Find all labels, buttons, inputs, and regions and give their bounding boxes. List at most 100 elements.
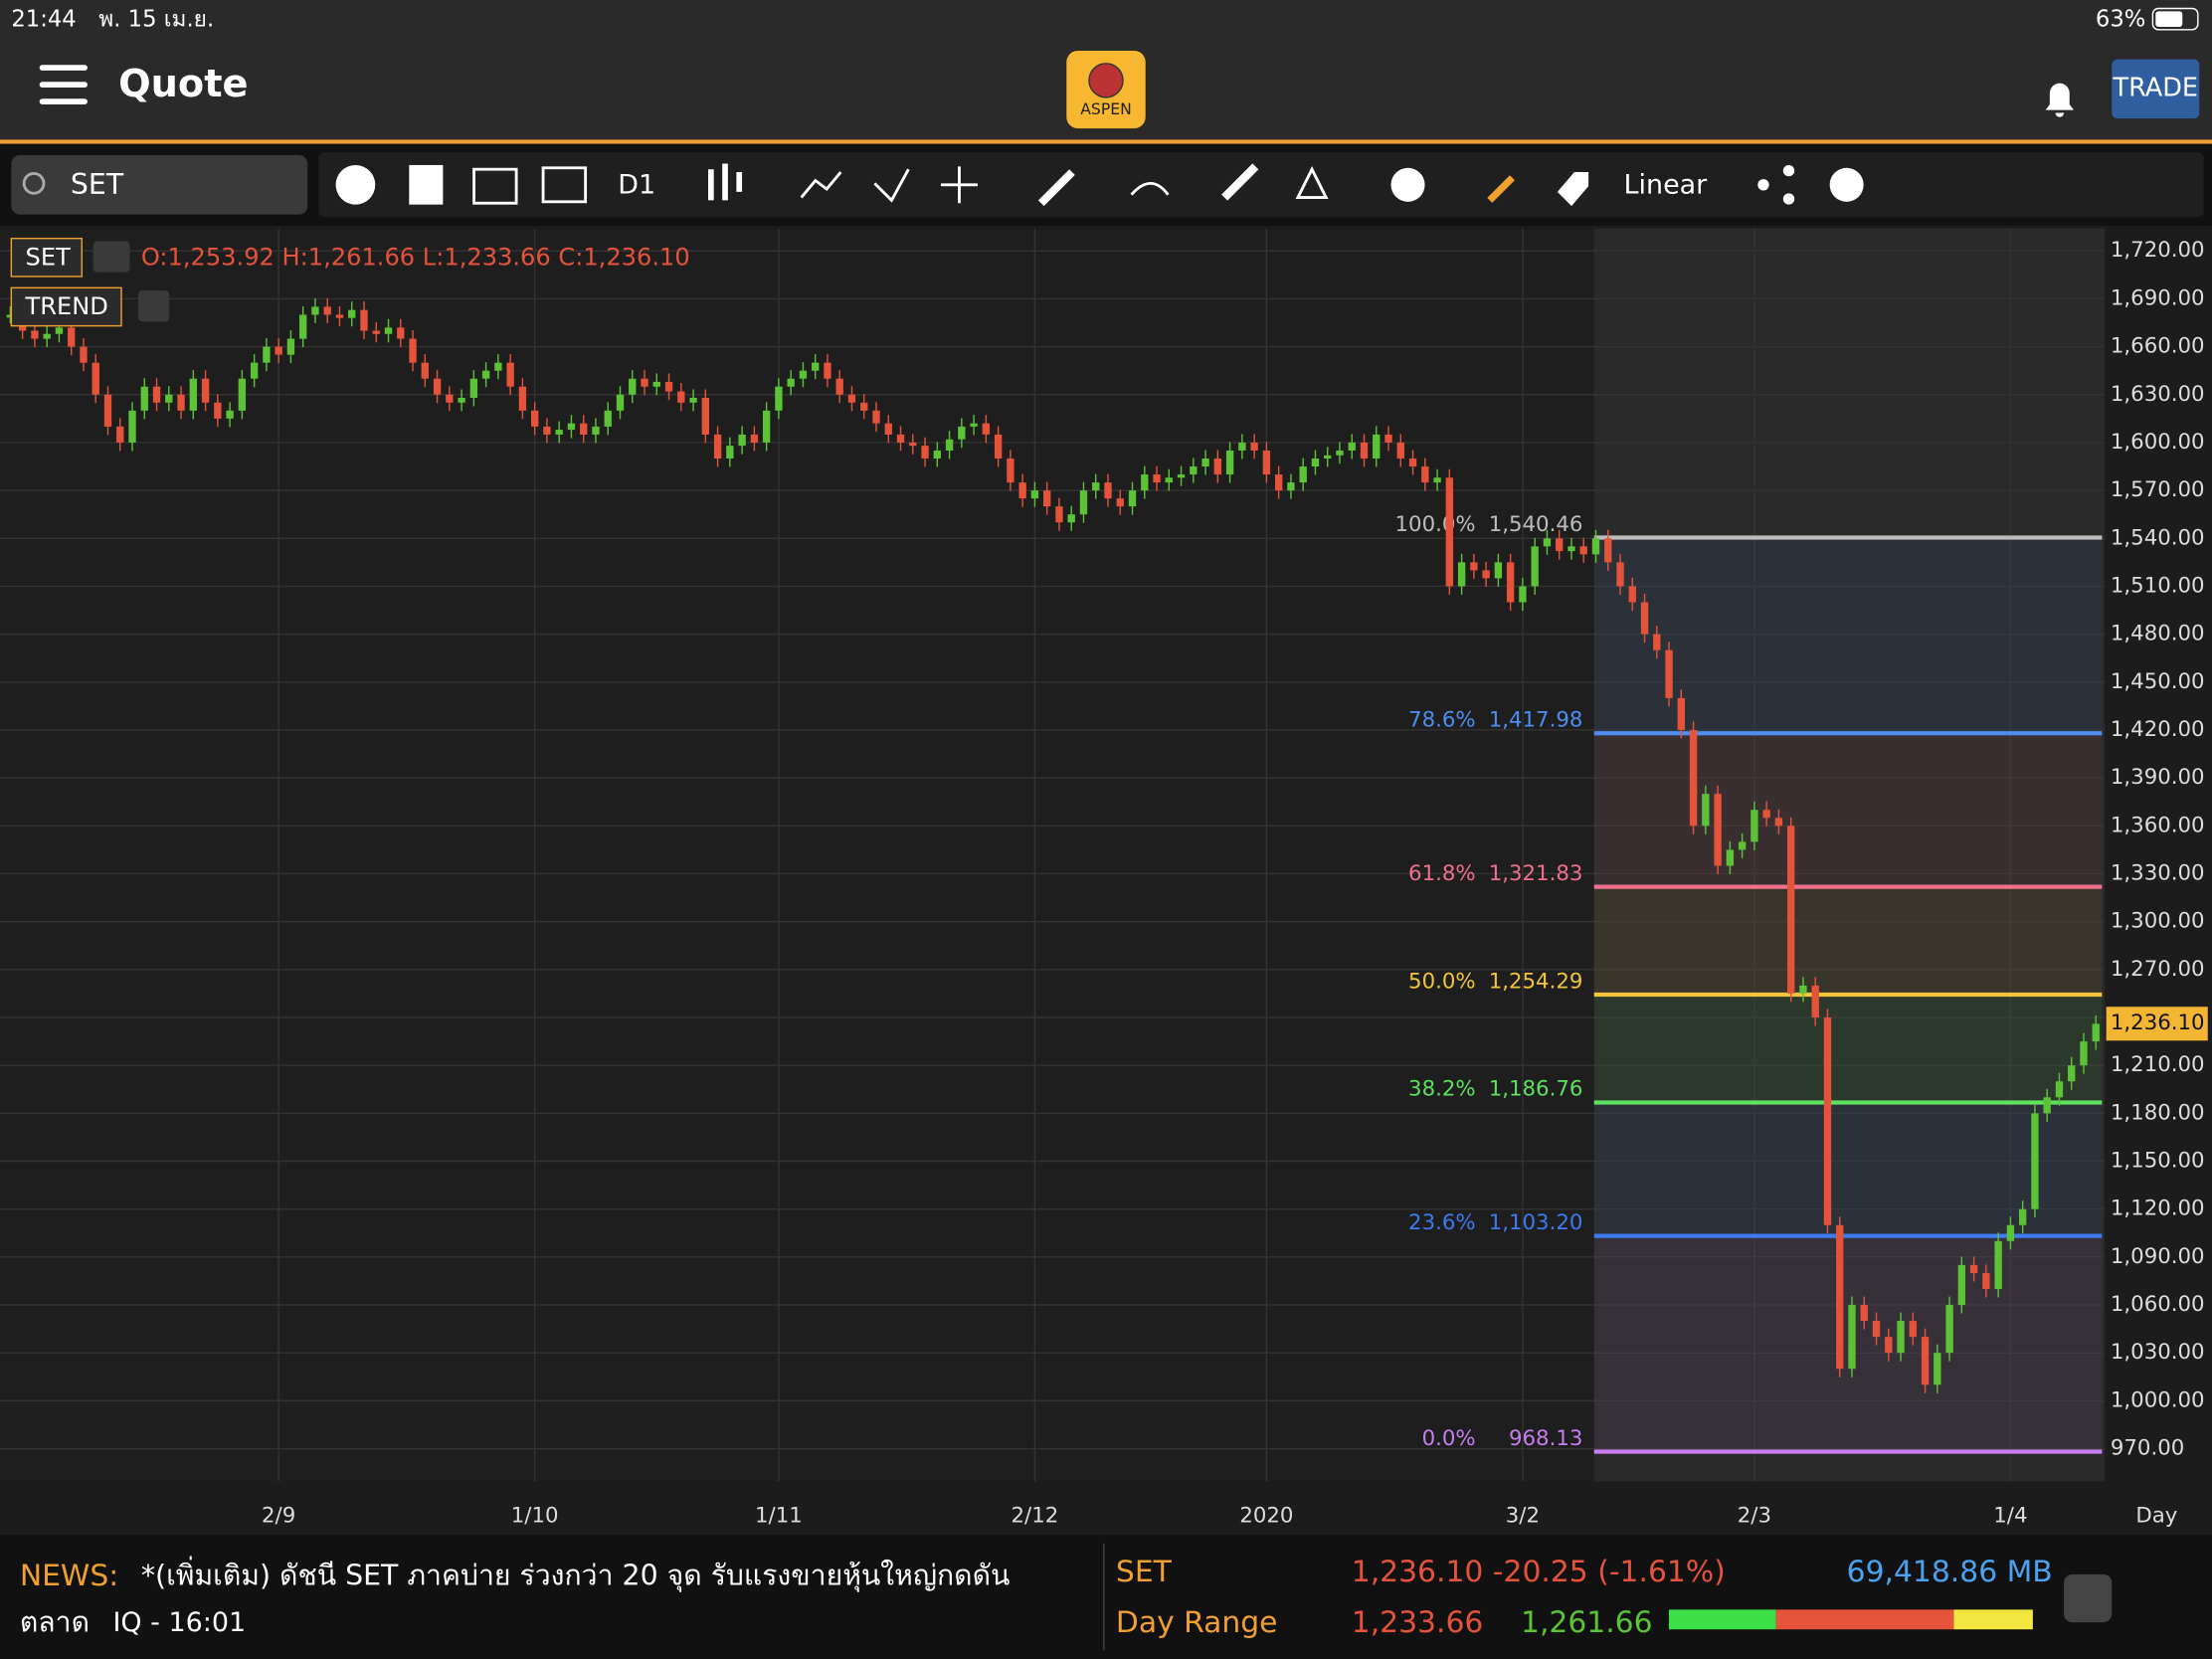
- candle: [1567, 546, 1575, 552]
- symbol-tag: [10, 237, 83, 277]
- candle: [6, 314, 15, 318]
- news-panel: [0, 1535, 2212, 1659]
- candle: [1128, 490, 1137, 507]
- candle: [1591, 538, 1600, 555]
- fib-band: [1593, 886, 2103, 996]
- candle: [518, 386, 527, 411]
- quote-change: 1,236.10 -20.25 (-1.61%): [1352, 1555, 1726, 1589]
- candle: [824, 362, 831, 379]
- more-button[interactable]: [92, 241, 130, 273]
- candle: [421, 362, 429, 379]
- compare-icon[interactable]: [472, 167, 518, 205]
- fib-ratio: 0.0%: [1422, 1426, 1476, 1451]
- crosshair-icon[interactable]: [941, 166, 978, 204]
- candle: [397, 327, 405, 339]
- x-tick-label: 2/12: [1012, 1504, 1059, 1529]
- bell-icon[interactable]: [2045, 83, 2074, 117]
- candle: [1934, 1353, 1941, 1385]
- doc-icon[interactable]: [409, 164, 444, 205]
- candle: [1836, 1224, 1844, 1370]
- y-tick-label: 1,420.00: [2111, 717, 2205, 742]
- candle: [1141, 474, 1149, 491]
- candle: [1787, 826, 1795, 994]
- candle: [226, 410, 234, 419]
- battery-text: 63%: [2096, 6, 2145, 32]
- candle: [2031, 1113, 2039, 1209]
- candle: [31, 330, 39, 339]
- wrench-icon[interactable]: [1487, 175, 1515, 203]
- x-tick-label: 3/2: [1506, 1504, 1540, 1529]
- candle: [494, 362, 502, 371]
- candle: [1640, 602, 1649, 635]
- candle: [2068, 1065, 2076, 1082]
- ruler-icon[interactable]: [1221, 163, 1259, 201]
- y-tick-label: 1,090.00: [2111, 1244, 2205, 1269]
- candle: [1067, 514, 1075, 523]
- candle: [481, 370, 490, 379]
- candle: [299, 314, 307, 339]
- more-quote[interactable]: [2064, 1573, 2113, 1623]
- tag-icon[interactable]: [1557, 172, 1589, 207]
- add-icon[interactable]: [335, 164, 376, 205]
- scale-button[interactable]: Linear: [1624, 170, 1709, 201]
- candle: [1299, 466, 1307, 483]
- candle: [1190, 466, 1198, 475]
- wave-icon[interactable]: [1130, 181, 1170, 196]
- y-tick-label: 1,120.00: [2111, 1197, 2205, 1221]
- candle: [1348, 442, 1356, 451]
- candle: [1689, 729, 1698, 827]
- candle: [1360, 442, 1369, 459]
- candle: [1225, 450, 1234, 475]
- delete-study[interactable]: [138, 290, 170, 322]
- candle: [1274, 474, 1283, 491]
- candles: [6, 297, 2100, 1393]
- indicator-icon[interactable]: [800, 171, 842, 199]
- fib-ratio: 50.0%: [1408, 969, 1476, 994]
- pen-icon[interactable]: [1037, 169, 1075, 207]
- settings-icon[interactable]: [1829, 167, 1864, 202]
- emoji-icon[interactable]: [1390, 167, 1425, 202]
- candle-icon[interactable]: [708, 163, 743, 201]
- candle: [1007, 458, 1014, 483]
- y-tick-label: 1,630.00: [2111, 382, 2205, 407]
- candle: [1324, 455, 1332, 459]
- y-tick-label: 1,270.00: [2111, 957, 2205, 982]
- symbol-input[interactable]: SET: [71, 168, 124, 201]
- page-title: Quote: [118, 62, 248, 106]
- y-tick-label: 1,450.00: [2111, 669, 2205, 694]
- candle: [994, 434, 1003, 459]
- candle: [1872, 1321, 1881, 1338]
- candle: [68, 327, 76, 347]
- candle: [1030, 490, 1039, 499]
- y-tick-label: 1,510.00: [2111, 573, 2205, 598]
- chart-icon[interactable]: [541, 166, 588, 204]
- shape-icon[interactable]: [1295, 166, 1329, 199]
- y-tick-label: 1,570.00: [2111, 477, 2205, 502]
- trade-button[interactable]: [2112, 59, 2200, 119]
- candle: [543, 426, 551, 435]
- candle: [43, 333, 51, 339]
- divider: [1103, 1543, 1105, 1651]
- candle: [812, 362, 820, 371]
- candle: [884, 423, 892, 435]
- candle: [1628, 586, 1636, 603]
- candle: [1153, 474, 1161, 483]
- range-label: Day Range: [1116, 1605, 1278, 1640]
- search-box[interactable]: [11, 155, 308, 215]
- candle: [982, 423, 991, 435]
- candle: [1994, 1240, 2002, 1289]
- candle: [128, 410, 136, 443]
- pattern-icon[interactable]: [873, 168, 910, 203]
- candle: [775, 386, 783, 411]
- news-label: NEWS:: [20, 1559, 118, 1593]
- candle: [1897, 1321, 1905, 1354]
- news-headline[interactable]: *(เพิ่มเติม) ดัชนี SET ภาคบ่าย ร่วงกว่า …: [141, 1557, 1011, 1593]
- candle: [238, 378, 247, 411]
- last-price-tag: [2106, 1007, 2208, 1041]
- candle: [1921, 1337, 1930, 1385]
- candle: [348, 309, 356, 318]
- menu-button[interactable]: [39, 65, 88, 104]
- candle: [1677, 697, 1685, 730]
- y-tick-label: 1,390.00: [2111, 765, 2205, 790]
- interval-button[interactable]: D1: [618, 170, 655, 201]
